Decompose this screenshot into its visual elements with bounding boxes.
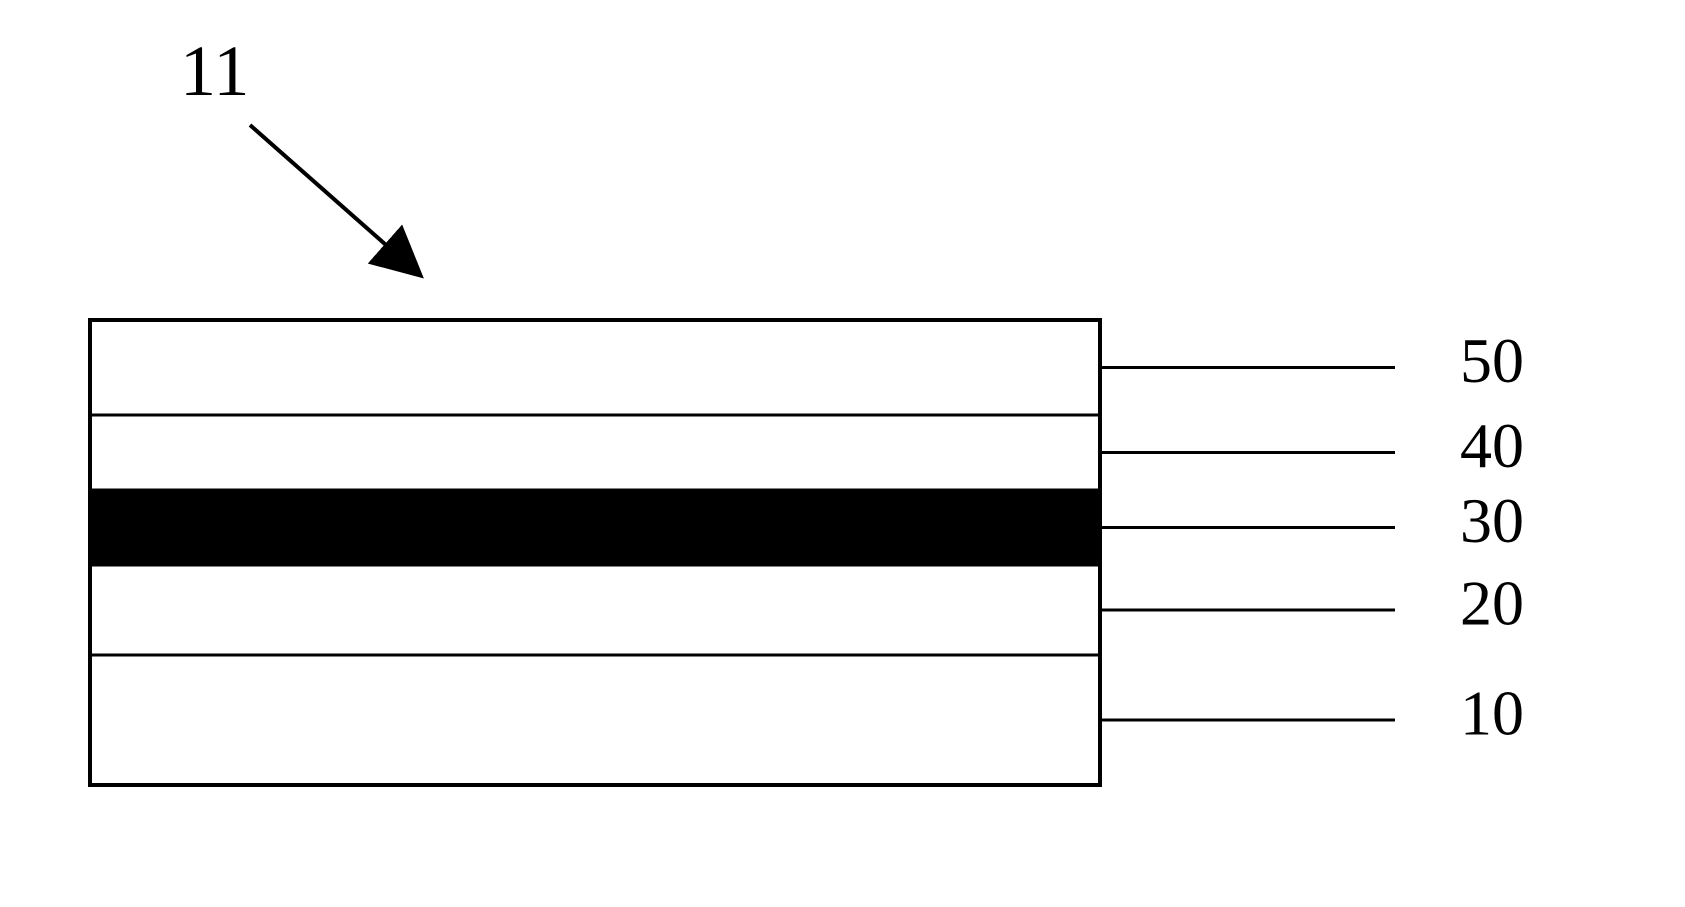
- layer-50: [90, 320, 1100, 415]
- layer-50-label: 50: [1460, 325, 1524, 396]
- layer-30: [90, 490, 1100, 565]
- layer-30-label: 30: [1460, 485, 1524, 556]
- layer-40: [90, 415, 1100, 490]
- layer-10: [90, 655, 1100, 785]
- layer-20: [90, 565, 1100, 655]
- layer-10-label: 10: [1460, 678, 1524, 749]
- figure-ref-number: 11: [180, 31, 249, 111]
- layer-20-label: 20: [1460, 568, 1524, 639]
- layer-40-label: 40: [1460, 410, 1524, 481]
